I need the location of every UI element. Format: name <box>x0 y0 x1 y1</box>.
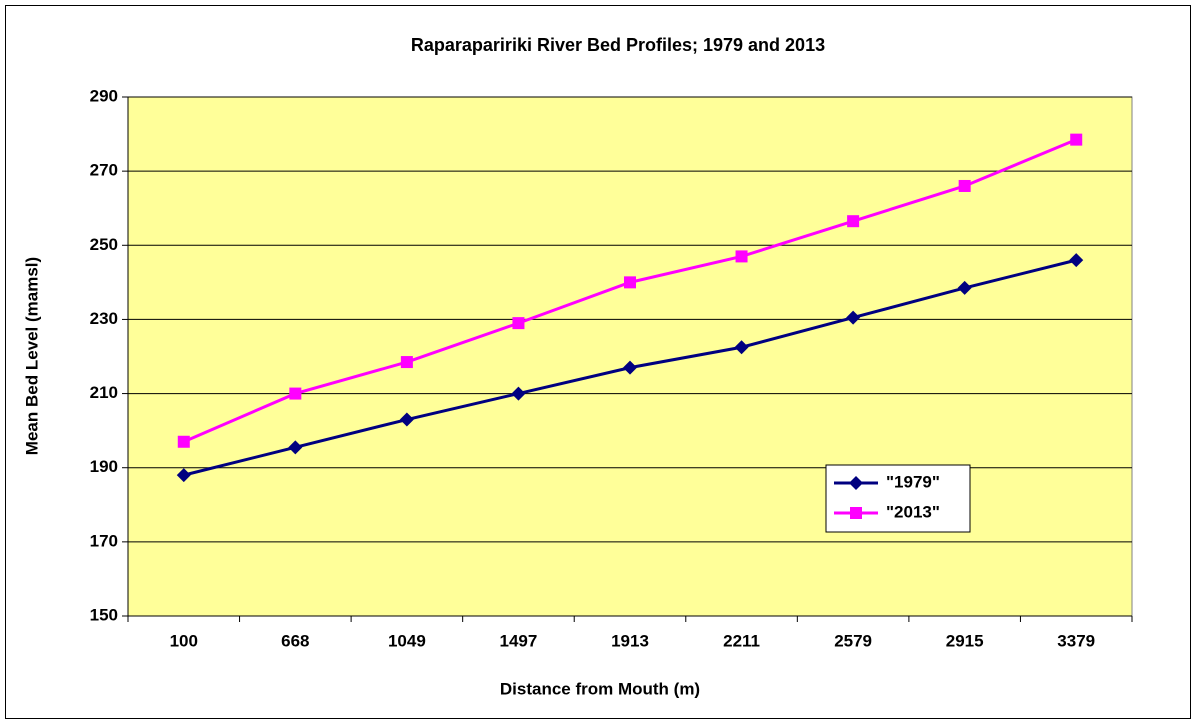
legend-label: "2013" <box>886 502 940 521</box>
x-tick-label: 1049 <box>388 631 426 650</box>
marker <box>734 340 749 355</box>
y-axis-label: Mean Bed Level (mamsl) <box>22 257 41 455</box>
x-tick-label: 1913 <box>611 631 649 650</box>
marker <box>176 468 191 483</box>
marker <box>511 386 526 401</box>
legend-label: "1979" <box>886 472 940 491</box>
x-axis-label: Distance from Mouth (m) <box>500 679 700 698</box>
y-tick-label: 250 <box>90 235 118 254</box>
x-tick-label: 2211 <box>723 631 760 650</box>
marker <box>177 435 190 448</box>
x-tick-label: 2915 <box>946 631 984 650</box>
marker <box>1069 253 1084 268</box>
y-tick-label: 290 <box>90 86 118 105</box>
y-tick-label: 210 <box>90 383 118 402</box>
marker <box>958 179 971 192</box>
x-tick-label: 1497 <box>500 631 538 650</box>
x-tick-label: 100 <box>170 631 198 650</box>
marker <box>624 276 636 289</box>
marker <box>289 387 302 400</box>
marker <box>957 280 972 295</box>
x-tick-label: 3379 <box>1057 631 1095 650</box>
marker <box>400 356 413 369</box>
marker <box>735 250 748 263</box>
y-tick-label: 170 <box>90 531 118 550</box>
marker <box>623 360 637 375</box>
y-tick-label: 150 <box>90 605 118 624</box>
marker <box>1070 133 1083 146</box>
marker <box>288 440 303 455</box>
marker <box>847 215 860 228</box>
y-tick-label: 230 <box>90 309 118 328</box>
y-tick-label: 270 <box>90 161 118 180</box>
legend-marker <box>849 476 863 490</box>
legend <box>825 464 971 533</box>
marker <box>512 317 525 330</box>
x-tick-label: 2579 <box>834 631 872 650</box>
y-tick-label: 190 <box>90 457 118 476</box>
plot-area <box>127 96 1133 617</box>
x-tick-label: 668 <box>281 631 309 650</box>
marker <box>399 412 414 427</box>
marker <box>846 310 861 325</box>
chart-title: Raparapaririki River Bed Profiles; 1979 … <box>411 35 825 55</box>
legend-marker <box>850 507 862 519</box>
